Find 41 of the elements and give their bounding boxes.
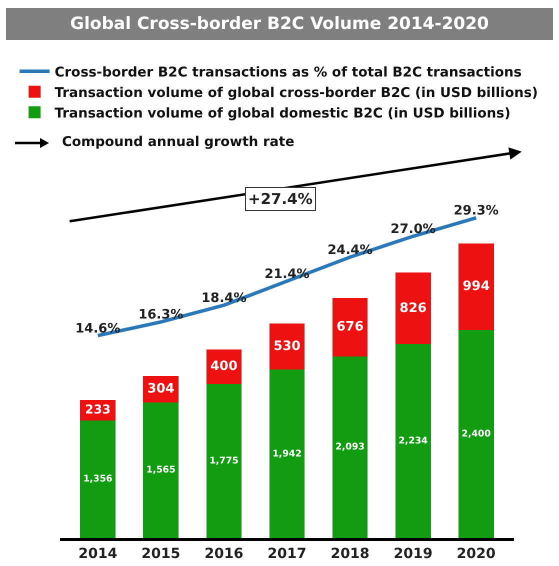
bar (332, 356, 368, 538)
data-label: 2,234 (398, 436, 428, 447)
legend-label: Cross-border B2C transactions as % of total B2C transactions (54, 64, 522, 80)
data-label: 676 (336, 320, 364, 335)
bar (269, 370, 305, 538)
chart-title: Global Cross-border B2C Volume 2014-2020 (6, 8, 553, 40)
data-label: 27.0% (390, 222, 436, 238)
data-label: 304 (147, 382, 174, 397)
data-label: 2,400 (462, 428, 491, 440)
text: Compound annual growth rate (62, 134, 294, 150)
x-tick-label: 2017 (268, 546, 306, 562)
data-label: 530 (273, 339, 301, 354)
bar (395, 344, 431, 538)
x-tick-label: 2020 (456, 546, 496, 562)
bar (143, 402, 179, 538)
legend-label: Transaction volume of global domestic B2C (in USD billions) (54, 106, 511, 122)
data-label: 994 (462, 279, 490, 294)
x-tick-label: 2014 (78, 546, 118, 562)
bar (458, 330, 494, 538)
data-label: 14.6% (75, 321, 120, 336)
bar (395, 272, 431, 344)
bar (332, 298, 368, 356)
data-label: 1,565 (146, 464, 176, 476)
data-label: 1,942 (272, 448, 302, 460)
data-label: 29.3% (454, 204, 499, 219)
x-tick-label: 2019 (394, 546, 433, 562)
data-label: 16.3% (138, 308, 184, 323)
data-label: 1,356 (83, 474, 112, 485)
bar (458, 244, 494, 330)
bar (206, 384, 242, 538)
bar (80, 420, 116, 538)
data-label: 826 (400, 300, 427, 316)
x-tick-label: 2018 (330, 546, 370, 562)
data-label: 2,093 (335, 442, 365, 453)
x-tick-label: 2016 (204, 546, 244, 562)
text: +27.4% (248, 190, 313, 208)
data-label: 1,775 (209, 456, 239, 467)
legend-label: Transaction volume of global cross-border B2C (in USD billions) (54, 85, 538, 102)
x-tick-label: 2015 (141, 546, 180, 562)
data-label: 400 (210, 359, 238, 374)
data-label: 233 (85, 402, 111, 417)
